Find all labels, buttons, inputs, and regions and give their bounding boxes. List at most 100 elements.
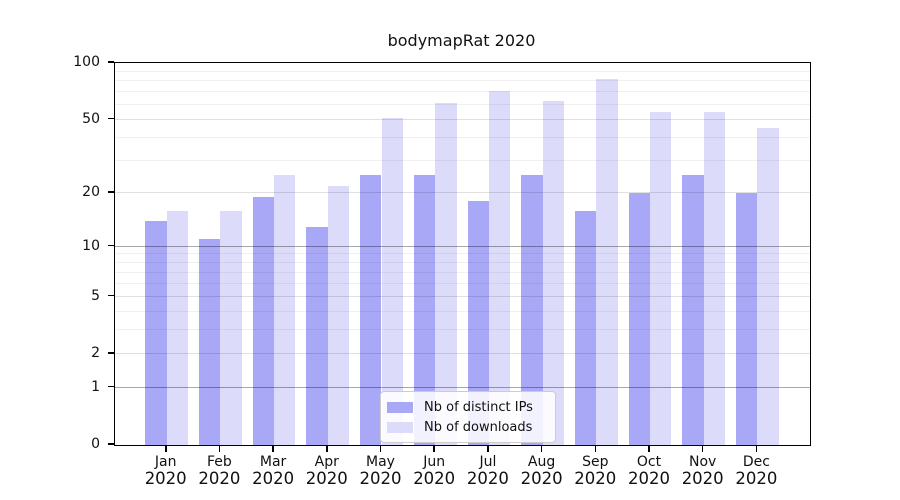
- bar-aug-distinct-ips: [521, 175, 543, 445]
- bar-feb-downloads: [220, 210, 242, 445]
- legend-item-distinct-ips: Nb of distinct IPs: [387, 397, 547, 417]
- gridline-7: [115, 271, 810, 273]
- x-tick-label-feb: Feb 2020: [177, 454, 261, 488]
- gridline-80: [115, 80, 810, 82]
- x-label-year: 2020: [359, 469, 402, 488]
- x-tick-aug: [540, 445, 543, 452]
- y-tick-label-1: 1: [91, 378, 100, 395]
- x-label-month: Feb: [206, 454, 232, 470]
- gridline-90: [115, 70, 810, 72]
- bar-nov-distinct-ips: [682, 175, 704, 445]
- x-label-month: Nov: [689, 454, 717, 470]
- bar-dec-downloads: [757, 128, 779, 445]
- x-label-month: Dec: [742, 454, 770, 470]
- x-tick-feb: [218, 445, 221, 452]
- x-tick-label-jan: Jan 2020: [124, 454, 208, 488]
- legend-item-downloads: Nb of downloads: [387, 417, 547, 437]
- gridline-6: [115, 282, 810, 284]
- gridline-70: [115, 91, 810, 93]
- bar-sep-downloads: [596, 79, 618, 445]
- y-tick-label-20: 20: [82, 184, 100, 200]
- bar-nov-downloads: [703, 111, 726, 445]
- x-tick-label-dec: Dec 2020: [714, 454, 798, 488]
- x-tick-oct: [648, 445, 650, 452]
- x-label-year: 2020: [520, 469, 563, 488]
- x-tick-label-apr: Apr 2020: [285, 454, 369, 488]
- x-tick-label-jul: Jul 2020: [446, 454, 530, 488]
- gridlines-layer: [115, 63, 810, 445]
- bar-jan-distinct-ips: [145, 220, 167, 445]
- y-tick-label-50: 50: [82, 110, 100, 127]
- gridline-4: [115, 310, 810, 312]
- x-label-year: 2020: [413, 469, 456, 488]
- y-tick-label-100: 100: [73, 54, 100, 70]
- bar-jun-distinct-ips: [413, 175, 436, 445]
- x-tick-jun: [433, 445, 435, 452]
- bar-aug-downloads: [542, 100, 564, 445]
- x-tick-label-jun: Jun 2020: [392, 454, 476, 488]
- x-tick-sep: [594, 445, 597, 452]
- x-tick-apr: [326, 445, 328, 452]
- gridline-10: [115, 245, 810, 247]
- legend-label-distinct-ips: Nb of distinct IPs: [424, 399, 533, 415]
- x-label-year: 2020: [681, 469, 724, 488]
- x-label-year: 2020: [574, 469, 617, 488]
- bar-mar-downloads: [274, 175, 296, 445]
- bar-jul-distinct-ips: [467, 201, 489, 445]
- y-tick-label-2: 2: [91, 345, 100, 362]
- x-label-month: Apr: [314, 454, 339, 470]
- gridline-60: [115, 103, 810, 105]
- y-tick-label-0: 0: [91, 436, 100, 452]
- gridline-9: [115, 253, 810, 255]
- bar-oct-downloads: [650, 111, 672, 445]
- x-label-month: Jan: [154, 454, 177, 470]
- bar-may-distinct-ips: [360, 175, 382, 445]
- legend-label-downloads: Nb of downloads: [424, 419, 533, 435]
- x-tick-dec: [755, 445, 758, 452]
- gridline-2: [115, 353, 810, 355]
- bar-sep-distinct-ips: [574, 210, 597, 445]
- bar-feb-distinct-ips: [199, 239, 221, 445]
- x-label-year: 2020: [252, 469, 295, 488]
- x-label-year: 2020: [305, 469, 348, 488]
- x-label-year: 2020: [735, 469, 778, 488]
- x-label-year: 2020: [198, 469, 241, 488]
- bars-layer: [115, 63, 810, 445]
- x-tick-may: [379, 445, 382, 452]
- x-tick-label-may: May 2020: [339, 454, 423, 488]
- x-label-month: May: [366, 454, 395, 470]
- bar-oct-distinct-ips: [628, 193, 650, 445]
- x-tick-label-aug: Aug 2020: [500, 454, 584, 488]
- x-label-year: 2020: [144, 469, 187, 488]
- gridline-20: [115, 192, 810, 193]
- bar-apr-distinct-ips: [306, 226, 328, 445]
- y-tick-label-10: 10: [82, 237, 100, 254]
- legend-swatch-downloads: [387, 421, 413, 433]
- gridline-1: [115, 386, 810, 388]
- gridline-40: [115, 136, 810, 138]
- chart-title: bodymapRat 2020: [387, 31, 536, 50]
- y-tick-label-5: 5: [91, 287, 100, 304]
- bar-mar-distinct-ips: [252, 197, 275, 445]
- bar-apr-downloads: [327, 185, 350, 445]
- x-label-year: 2020: [466, 469, 509, 488]
- bar-dec-distinct-ips: [736, 193, 758, 445]
- x-label-month: Mar: [259, 454, 287, 470]
- gridline-8: [115, 262, 810, 264]
- x-label-month: Aug: [527, 454, 556, 470]
- x-tick-mar: [272, 445, 274, 452]
- x-tick-label-mar: Mar 2020: [231, 454, 315, 488]
- bar-jun-downloads: [435, 103, 457, 445]
- x-tick-label-sep: Sep 2020: [553, 454, 637, 488]
- x-label-year: 2020: [628, 469, 670, 488]
- x-tick-jan: [165, 445, 167, 452]
- x-tick-label-oct: Oct 2020: [607, 454, 691, 488]
- bar-jan-downloads: [166, 210, 189, 445]
- gridline-30: [115, 159, 810, 161]
- gridline-5: [115, 295, 810, 297]
- bar-may-downloads: [381, 118, 403, 445]
- legend: Nb of distinct IPs Nb of downloads: [380, 391, 556, 443]
- x-label-month: Jul: [479, 454, 497, 470]
- legend-swatch-distinct-ips: [387, 401, 413, 413]
